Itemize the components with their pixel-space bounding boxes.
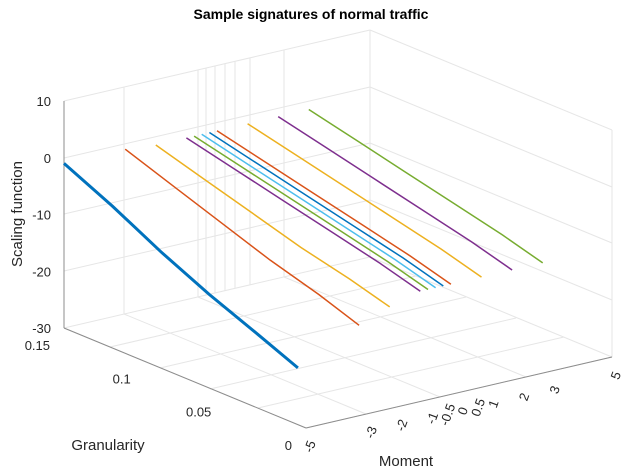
moment-tick-label: -0.5	[437, 401, 459, 427]
granularity-axis-label: Granularity	[71, 437, 145, 454]
moment-tick-label: -1	[423, 410, 441, 426]
moment-tick-label: -2	[393, 417, 411, 433]
series-line	[155, 144, 391, 308]
moment-tick-label: 0	[454, 405, 471, 417]
moment-tick-label: -3	[362, 424, 380, 440]
z-tick-labels: -30 -20 -10 0 10	[32, 94, 51, 336]
z-tick-label: -30	[32, 321, 51, 336]
series-line	[216, 130, 452, 285]
series-line	[185, 137, 421, 292]
moment-tick-labels: -5 -3 -2 -1-0.500.51 2 3 5	[301, 369, 621, 454]
series-line	[201, 133, 437, 289]
chart-title: Sample signatures of normal traffic	[194, 6, 429, 22]
moment-tick-label: 2	[516, 391, 533, 403]
series-lines	[63, 108, 544, 370]
z-tick-label: 0	[44, 151, 51, 166]
granularity-tick-label: 0.1	[113, 371, 131, 386]
z-tick-label: -20	[32, 264, 51, 279]
moment-tick-label: 5	[607, 369, 621, 381]
series-line	[208, 131, 444, 287]
series-line	[277, 115, 513, 271]
series-line	[193, 135, 429, 291]
series-line	[308, 108, 544, 264]
series-line	[247, 123, 482, 278]
moment-tick-label: 3	[546, 384, 563, 396]
z-axis-label: Scaling function	[9, 161, 26, 267]
axes	[63, 101, 613, 429]
z-tick-label: 10	[37, 94, 51, 109]
series-line	[124, 148, 360, 326]
granularity-tick-label: 0	[285, 438, 292, 453]
moment-axis-label: Moment	[379, 453, 434, 470]
moment-tick-label: 1	[485, 398, 502, 410]
z-tick-label: -10	[32, 208, 51, 223]
moment-tick-label: -5	[301, 438, 319, 454]
moment-tick-label: 0.5	[468, 396, 488, 418]
granularity-tick-label: 0.05	[186, 405, 211, 420]
series-line	[63, 162, 299, 370]
granularity-tick-label: 0.15	[25, 338, 50, 353]
granularity-tick-labels: 0 0.05 0.1 0.15	[25, 338, 292, 453]
